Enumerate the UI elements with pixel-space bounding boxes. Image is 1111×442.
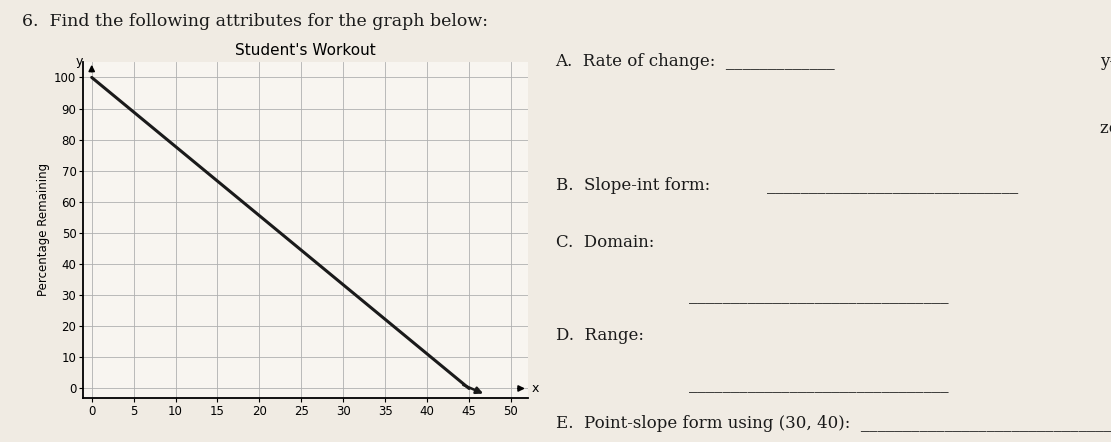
Text: D.  Range:: D. Range: (556, 327, 643, 344)
Text: zero:  ___________: zero: ___________ (1100, 119, 1111, 136)
Title: Student's Workout: Student's Workout (236, 43, 376, 58)
Y-axis label: Percentage Remaining: Percentage Remaining (37, 163, 50, 297)
Text: 6.  Find the following attributes for the graph below:: 6. Find the following attributes for the… (22, 13, 488, 30)
Text: x: x (532, 382, 539, 395)
Text: A.  Rate of change:  _____________: A. Rate of change: _____________ (556, 53, 835, 70)
Text: y-intercept:  ________: y-intercept: ________ (1100, 53, 1111, 70)
Text: _______________________________: _______________________________ (689, 287, 949, 304)
Text: _______________________________: _______________________________ (689, 376, 949, 392)
Text: E.  Point-slope form using (30, 40):  ____________________________________: E. Point-slope form using (30, 40): ____… (556, 415, 1111, 432)
Text: ______________________________: ______________________________ (767, 177, 1018, 194)
Text: C.  Domain:: C. Domain: (556, 234, 654, 251)
Text: y: y (76, 55, 83, 68)
Text: B.  Slope-int form:: B. Slope-int form: (556, 177, 710, 194)
